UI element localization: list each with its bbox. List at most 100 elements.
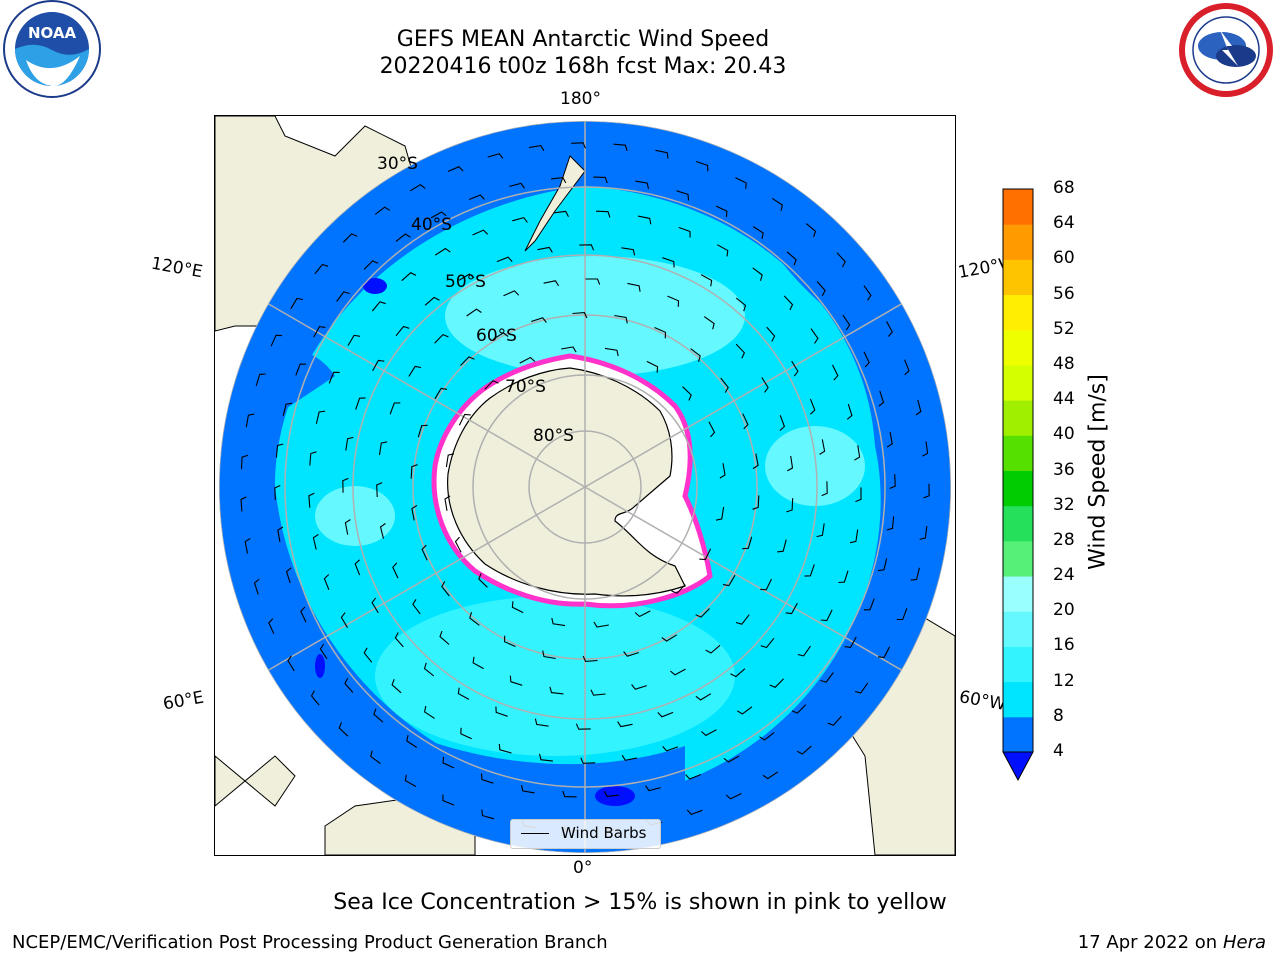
wind-barb	[460, 356, 475, 366]
new-zealand	[524, 155, 586, 252]
wind-barb	[662, 746, 679, 752]
wind-barb	[695, 693, 712, 701]
wind-barb	[417, 424, 428, 438]
wind-barb	[458, 413, 471, 426]
wind-barb	[820, 609, 833, 622]
wind-barb	[820, 672, 834, 683]
wind-barb	[735, 177, 747, 189]
chart-subtitle: 20220416 t00z 168h fcst Max: 20.43	[379, 54, 787, 79]
wind-barb	[409, 184, 426, 192]
wind-barb	[816, 523, 825, 538]
wind-barb	[715, 205, 728, 218]
colorbar-tick-label: 52	[1053, 318, 1075, 339]
wind-barb	[328, 371, 340, 384]
wind-barb	[412, 599, 421, 615]
wind-barb	[700, 274, 713, 287]
colorbar-block	[1003, 294, 1033, 331]
wind-barb	[509, 675, 523, 686]
chart-title: GEFS MEAN Antarctic Wind Speed	[396, 27, 770, 52]
wind-barb	[240, 496, 247, 512]
footer-date-text: 17 Apr 2022 on	[1077, 932, 1223, 953]
wind-barb	[372, 359, 385, 372]
wind-barb	[805, 223, 817, 238]
wind-barb	[634, 610, 651, 618]
wind-barb	[512, 216, 528, 223]
wind-barb	[376, 482, 383, 498]
wind-barb	[472, 656, 484, 670]
wind-barb	[722, 574, 736, 587]
wind-barb	[742, 536, 753, 550]
wind-barb	[562, 790, 577, 798]
wind-barb	[342, 233, 358, 243]
wind-barb	[309, 451, 317, 466]
wind-barb	[760, 637, 775, 649]
wind-barb	[705, 644, 721, 654]
wind-barb	[654, 326, 667, 339]
colorbar-outline	[1002, 188, 1034, 753]
colorbar-block	[1003, 189, 1033, 225]
lon-label-120e: 120°E	[149, 253, 205, 283]
wind-barb	[434, 387, 448, 400]
wind-barb	[832, 364, 839, 381]
wind-barb	[308, 492, 315, 508]
wind-barb	[716, 244, 729, 257]
wind-barb	[295, 363, 307, 376]
wind-barb	[787, 455, 794, 472]
wind-barb	[889, 474, 896, 490]
wind-barb	[719, 463, 726, 479]
wind-barb	[708, 421, 716, 438]
wind-barb	[810, 328, 819, 344]
wind-barb	[481, 809, 495, 820]
noaa-logo: NOAA	[3, 0, 101, 98]
wind-barb	[752, 453, 759, 470]
colorbar-block	[1003, 435, 1033, 471]
wind-barb	[391, 679, 402, 694]
wind-barb	[836, 252, 846, 268]
wind-barb	[543, 280, 560, 287]
legend-label: Wind Barbs	[561, 824, 647, 842]
wind-barb	[593, 621, 609, 628]
wind-barb	[498, 743, 512, 754]
colorbar-tick-label: 16	[1053, 635, 1075, 656]
colorbar-block	[1003, 224, 1033, 260]
colorbar-under-arrow	[1002, 751, 1034, 782]
wind-barb	[340, 612, 348, 628]
colorbar-block	[1003, 681, 1033, 718]
wind-barb	[534, 718, 549, 727]
wind-barb	[444, 495, 451, 511]
wind-barb	[878, 646, 891, 659]
wind-barb	[313, 326, 326, 338]
wind-barb	[442, 794, 455, 806]
wind-barb	[595, 210, 611, 218]
wind-barb	[797, 645, 811, 657]
wind-barb	[371, 301, 386, 312]
colorbar-tick-label: 56	[1053, 283, 1075, 304]
wind-barb	[886, 516, 895, 531]
colorbar-block	[1003, 259, 1033, 296]
colorbar-tick-label: 24	[1053, 565, 1075, 586]
wind-barb	[735, 343, 746, 359]
wind-barb	[245, 413, 255, 428]
lat-label-50s: 50°S	[445, 272, 486, 292]
wind-barb	[580, 757, 596, 764]
lat-label-40s: 40°S	[411, 215, 452, 235]
wind-barb	[345, 436, 354, 451]
wind-barb	[735, 297, 747, 312]
wind-barb	[863, 285, 872, 301]
wind-barb	[657, 711, 674, 718]
wind-barb	[401, 272, 417, 282]
wind-barb	[392, 562, 399, 579]
wind-barb	[571, 142, 587, 149]
wind-barb	[701, 729, 717, 737]
wind-barb	[551, 617, 566, 627]
wind-barb	[854, 682, 869, 694]
colorbar-block	[1003, 470, 1033, 507]
wind-barb	[735, 614, 750, 625]
wind-barb	[404, 774, 417, 787]
wind-barb	[614, 314, 628, 324]
wind-barb	[762, 771, 779, 780]
wind-barb	[336, 291, 350, 302]
wind-barb	[919, 525, 928, 540]
wind-barb	[855, 487, 862, 503]
wind-barb	[627, 282, 641, 292]
